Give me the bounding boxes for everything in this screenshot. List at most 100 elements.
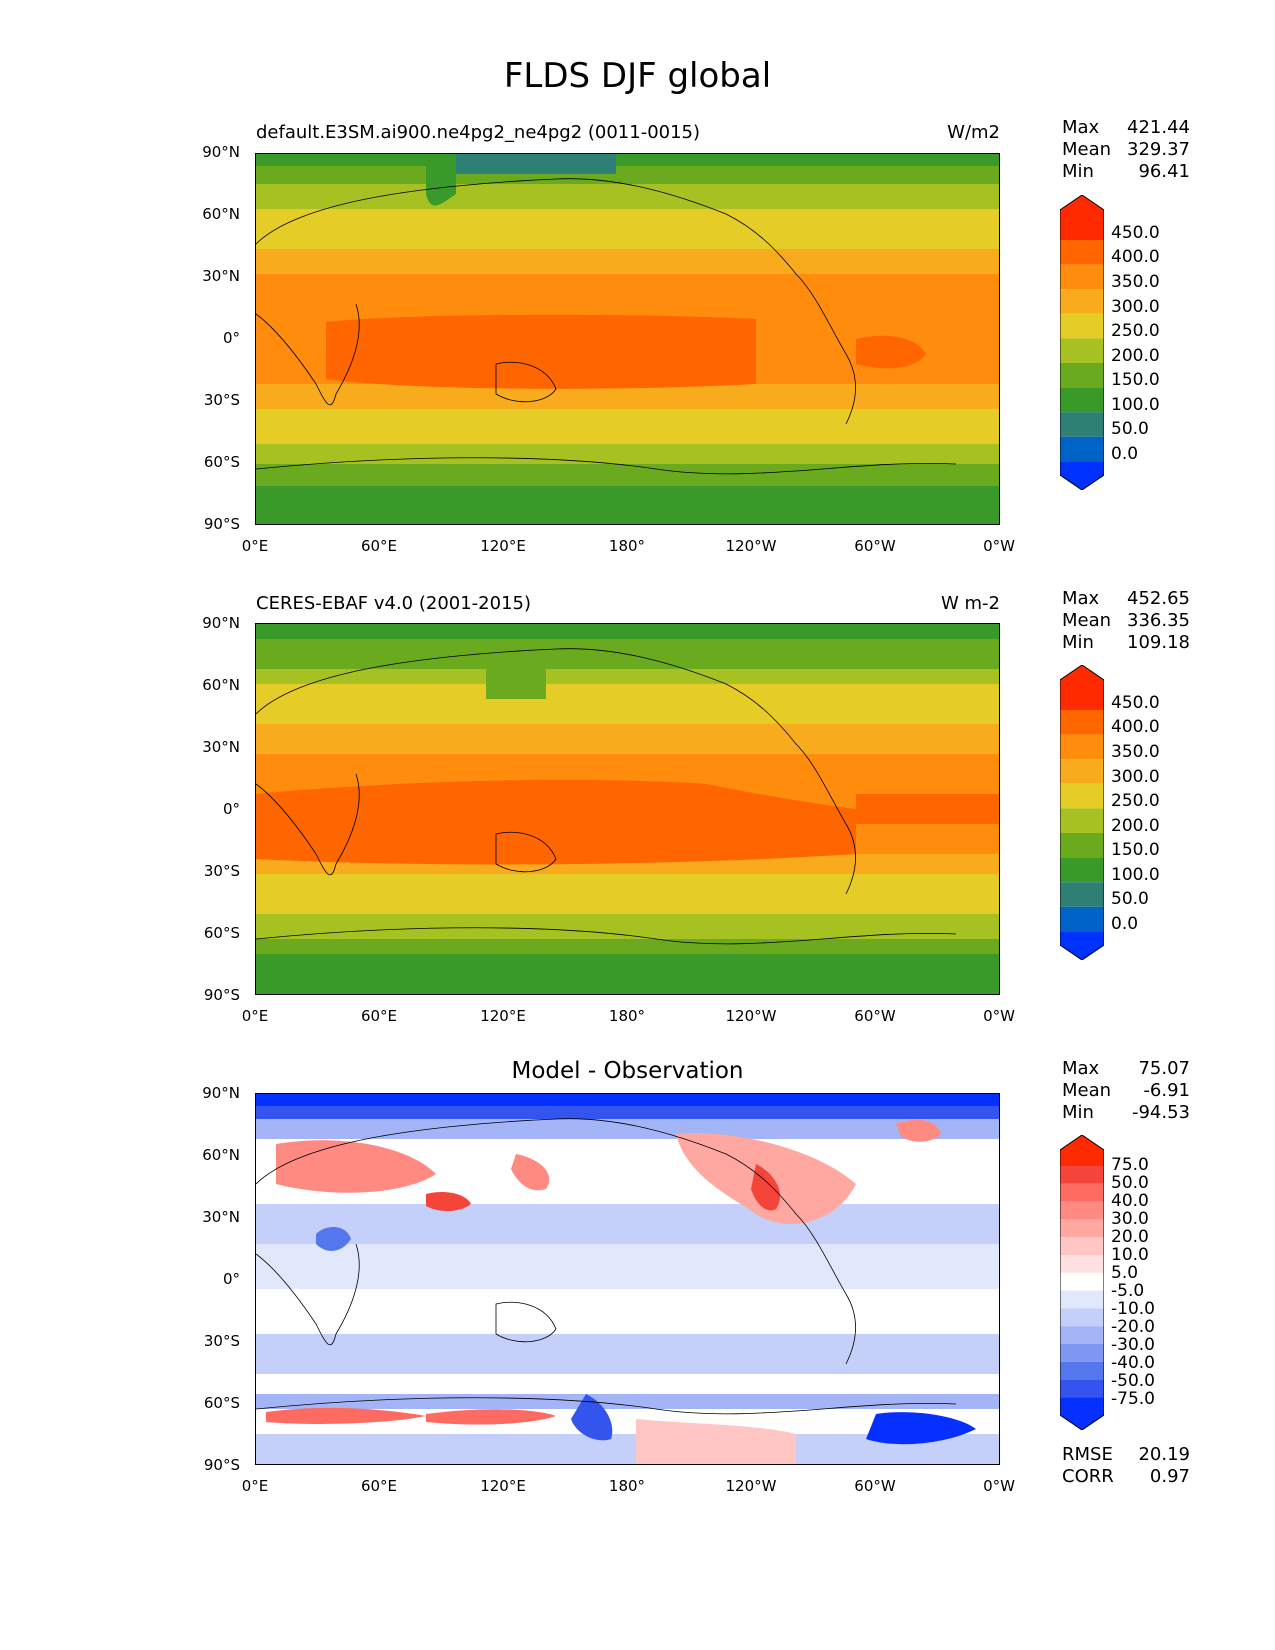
lat-tick: 90°N bbox=[202, 1084, 240, 1102]
lat-tick: 0° bbox=[222, 329, 240, 347]
colorbar-level: 5.0 bbox=[1111, 1263, 1139, 1283]
lat-tick: 60°S bbox=[203, 1394, 240, 1412]
panel-observation: CERES-EBAF v4.0 (2001-2015) W m-2 90° bbox=[0, 0, 1275, 1025]
lon-tick: 120°W bbox=[725, 537, 777, 555]
lon-tick: 60°W bbox=[854, 537, 896, 555]
max-value: 421.44 bbox=[1127, 117, 1190, 138]
mean-label: Mean bbox=[1062, 139, 1112, 160]
colorbar-level: 10.0 bbox=[1111, 1245, 1149, 1265]
lat-tick: 60°N bbox=[202, 205, 240, 223]
colorbar-level: 200.0 bbox=[1111, 346, 1160, 366]
colorbar-level: 40.0 bbox=[1111, 1191, 1149, 1211]
lon-tick: 60°E bbox=[360, 1007, 398, 1025]
coastlines bbox=[256, 648, 957, 945]
lon-tick: 60°W bbox=[854, 1007, 896, 1025]
max-value: 452.65 bbox=[1127, 588, 1190, 609]
max-label: Max bbox=[1062, 588, 1100, 609]
colorbar-level: 250.0 bbox=[1111, 321, 1160, 341]
metrics-difference: RMSE 20.19 CORR 0.97 bbox=[1062, 1444, 1190, 1488]
lon-tick: 60°E bbox=[360, 537, 398, 555]
lon-tick: 180° bbox=[608, 1477, 646, 1495]
colorbar-level: 200.0 bbox=[1111, 816, 1160, 836]
max-value: 75.07 bbox=[1138, 1058, 1190, 1079]
colorbar-level: 300.0 bbox=[1111, 297, 1160, 317]
map-difference bbox=[255, 1093, 1000, 1465]
colorbar-observation bbox=[1060, 665, 1104, 960]
colorbar-level: 400.0 bbox=[1111, 247, 1160, 267]
lon-tick: 120°E bbox=[480, 1477, 526, 1495]
colorbar-level: -75.0 bbox=[1111, 1389, 1155, 1409]
lat-tick: 90°N bbox=[202, 614, 240, 632]
colorbar-level: 400.0 bbox=[1111, 717, 1160, 737]
colorbar-difference bbox=[1060, 1135, 1104, 1430]
colorbar-model bbox=[1060, 195, 1104, 490]
colorbar-level: -50.0 bbox=[1111, 1371, 1155, 1391]
panel-diff-title: Model - Observation bbox=[511, 1058, 744, 1084]
colorbar-level: 450.0 bbox=[1111, 693, 1160, 713]
lat-tick: 30°S bbox=[203, 1332, 240, 1350]
rmse-label: RMSE bbox=[1062, 1444, 1113, 1465]
colorbar-level: -40.0 bbox=[1111, 1353, 1155, 1373]
min-value: -94.53 bbox=[1131, 1102, 1190, 1123]
lat-tick: 30°S bbox=[203, 391, 240, 409]
colorbar-level: -30.0 bbox=[1111, 1335, 1155, 1355]
lat-tick: 0° bbox=[222, 1270, 240, 1288]
colorbar-level: 450.0 bbox=[1111, 223, 1160, 243]
mean-value: -6.91 bbox=[1143, 1080, 1190, 1101]
min-label: Min bbox=[1062, 161, 1094, 182]
lon-tick: 0°W bbox=[983, 537, 1015, 555]
map-model bbox=[255, 153, 1000, 525]
min-value: 96.41 bbox=[1138, 161, 1190, 182]
mean-value: 329.37 bbox=[1127, 139, 1190, 160]
panel-obs-units: W m-2 bbox=[940, 593, 1000, 614]
corr-label: CORR bbox=[1062, 1466, 1114, 1487]
colorbar-level: 100.0 bbox=[1111, 865, 1160, 885]
colorbar-level: 30.0 bbox=[1111, 1209, 1149, 1229]
lat-tick: 60°N bbox=[202, 1146, 240, 1164]
lat-tick: 60°S bbox=[203, 453, 240, 471]
stats-model: Max 421.44 Mean 329.37 Min 96.41 bbox=[1062, 117, 1190, 183]
lon-tick: 60°E bbox=[360, 1477, 398, 1495]
colorbar-level: 0.0 bbox=[1111, 444, 1139, 464]
lon-tick: 0°W bbox=[983, 1007, 1015, 1025]
lat-tick: 90°S bbox=[203, 515, 240, 533]
lat-tick: 60°N bbox=[202, 676, 240, 694]
lat-tick: 30°N bbox=[202, 1208, 240, 1226]
colorbar-level: 350.0 bbox=[1111, 742, 1160, 762]
colorbar-level: 0.0 bbox=[1111, 914, 1139, 934]
colorbar-level: 350.0 bbox=[1111, 272, 1160, 292]
lat-tick: 90°S bbox=[203, 986, 240, 1004]
mean-label: Mean bbox=[1062, 610, 1112, 631]
map-observation bbox=[255, 623, 1000, 995]
colorbar-level: 50.0 bbox=[1111, 889, 1149, 909]
lon-tick: 0°W bbox=[983, 1477, 1015, 1495]
panel-obs-title: CERES-EBAF v4.0 (2001-2015) bbox=[256, 593, 532, 614]
lat-tick: 90°N bbox=[202, 143, 240, 161]
colorbar-level: 150.0 bbox=[1111, 840, 1160, 860]
colorbar-level: -20.0 bbox=[1111, 1317, 1155, 1337]
lon-tick: 0°E bbox=[241, 1477, 269, 1495]
colorbar-level: 150.0 bbox=[1111, 370, 1160, 390]
mean-label: Mean bbox=[1062, 1080, 1112, 1101]
min-value: 109.18 bbox=[1127, 632, 1190, 653]
rmse-value: 20.19 bbox=[1138, 1444, 1190, 1465]
panel-model-title: default.E3SM.ai900.ne4pg2_ne4pg2 (0011-0… bbox=[256, 122, 701, 143]
lat-tick: 90°S bbox=[203, 1456, 240, 1474]
colorbar-level: 100.0 bbox=[1111, 395, 1160, 415]
colorbar-level: 250.0 bbox=[1111, 791, 1160, 811]
coastlines bbox=[256, 178, 957, 475]
lon-tick: 0°E bbox=[241, 1007, 269, 1025]
panel-model: default.E3SM.ai900.ne4pg2_ne4pg2 (0011-0… bbox=[0, 0, 1275, 555]
coastlines bbox=[256, 1118, 957, 1415]
min-label: Min bbox=[1062, 632, 1094, 653]
lat-tick: 30°N bbox=[202, 738, 240, 756]
lon-tick: 0°E bbox=[241, 537, 269, 555]
max-label: Max bbox=[1062, 117, 1100, 138]
lon-tick: 180° bbox=[608, 1007, 646, 1025]
colorbar-level: 300.0 bbox=[1111, 767, 1160, 787]
stats-observation: Max 452.65 Mean 336.35 Min 109.18 bbox=[1062, 588, 1190, 654]
colorbar-level: 20.0 bbox=[1111, 1227, 1149, 1247]
stats-difference: Max 75.07 Mean -6.91 Min -94.53 bbox=[1062, 1058, 1190, 1124]
colorbar-level: 50.0 bbox=[1111, 419, 1149, 439]
colorbar-level: 75.0 bbox=[1111, 1155, 1149, 1175]
